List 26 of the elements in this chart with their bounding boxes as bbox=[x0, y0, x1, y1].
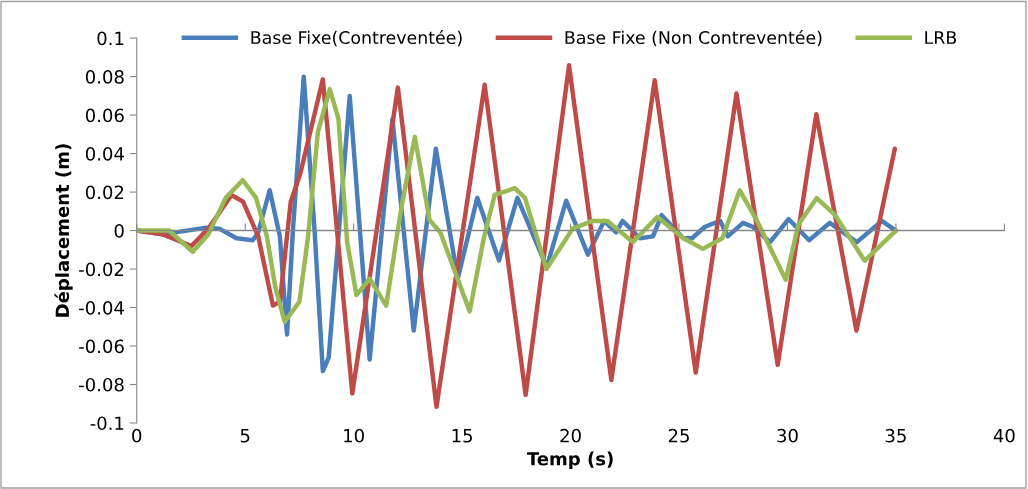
x-tick-label: 30 bbox=[777, 428, 798, 443]
y-tick-label: 0.1 bbox=[97, 31, 124, 46]
x-tick-label: 25 bbox=[668, 428, 689, 443]
x-tick-label: 10 bbox=[344, 428, 364, 443]
y-tick-label: -0.08 bbox=[79, 377, 124, 392]
y-tick-label: 0.02 bbox=[85, 185, 124, 200]
y-tick-label: 0.06 bbox=[85, 108, 124, 123]
legend-label: Base Fixe (Non Contreventée) bbox=[565, 29, 822, 47]
y-tick-label: -0.04 bbox=[79, 300, 124, 315]
y-tick-label: 0 bbox=[114, 224, 124, 238]
y-tick-label: -0.02 bbox=[79, 262, 124, 277]
legend-label: Base Fixe(Contreventée) bbox=[251, 29, 462, 47]
x-tick-label: 15 bbox=[452, 429, 472, 443]
x-tick-label: 20 bbox=[560, 428, 581, 443]
y-tick-label: 0.04 bbox=[85, 147, 124, 161]
x-tick-label: 5 bbox=[240, 429, 250, 443]
line-series bbox=[136, 86, 899, 324]
y-tick-label: -0.06 bbox=[79, 339, 124, 354]
x-tick-label: 0 bbox=[132, 428, 142, 443]
x-axis-title: Temp (s) bbox=[526, 451, 613, 470]
x-tick-label: 35 bbox=[885, 428, 906, 443]
legend-label: LRB bbox=[925, 31, 957, 44]
y-tick-label: 0.08 bbox=[85, 70, 124, 84]
x-tick-label: 40 bbox=[993, 428, 1015, 443]
y-axis-title: Déplacement (m) bbox=[54, 144, 73, 317]
y-tick-label: -0.1 bbox=[90, 416, 124, 431]
